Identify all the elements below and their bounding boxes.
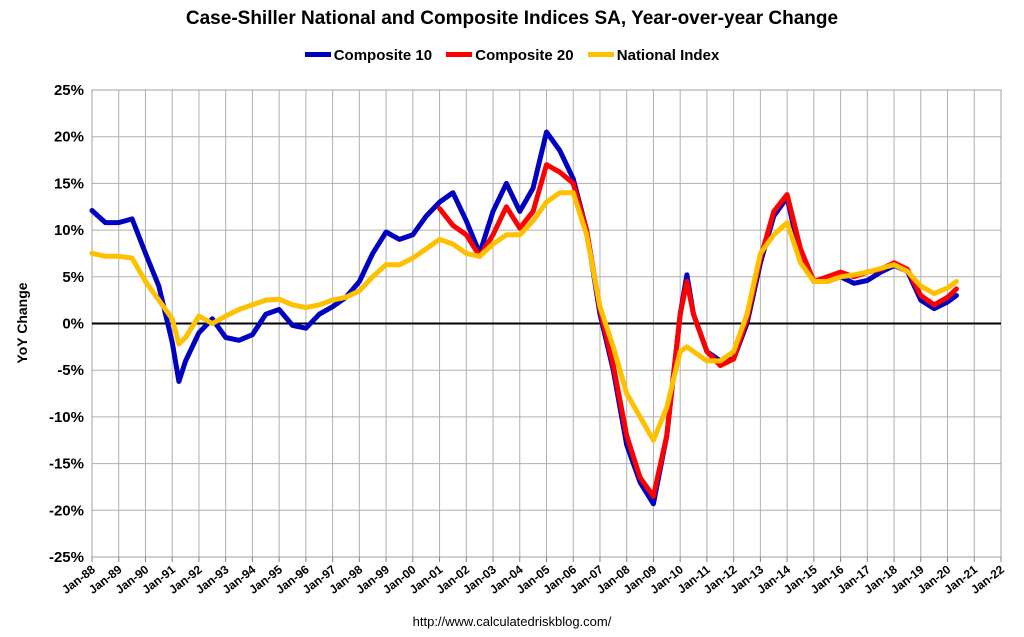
y-tick-label: 20% bbox=[54, 129, 84, 146]
legend-swatch-composite-20 bbox=[446, 51, 473, 57]
legend-item-composite-10: Composite 10 bbox=[304, 47, 433, 64]
legend-swatch-composite-10 bbox=[304, 51, 331, 57]
y-tick-label: -15% bbox=[49, 456, 84, 473]
y-tick-label: -10% bbox=[49, 409, 84, 426]
legend-label-composite-20: Composite 20 bbox=[475, 47, 574, 64]
series-lines bbox=[89, 129, 959, 507]
legend-label-composite-10: Composite 10 bbox=[333, 47, 433, 64]
series-line-composite-20 bbox=[437, 162, 959, 499]
y-tick-label: 25% bbox=[54, 82, 84, 99]
y-tick-label: -20% bbox=[49, 502, 84, 519]
legend: Composite 10 Composite 20 National Index bbox=[0, 47, 1024, 64]
y-tick-label: 5% bbox=[62, 269, 84, 286]
y-tick-label: -25% bbox=[49, 549, 84, 566]
legend-item-composite-20: Composite 20 bbox=[446, 47, 574, 64]
x-tick-labels: Jan-88Jan-89Jan-90Jan-91Jan-92Jan-93Jan-… bbox=[59, 562, 1007, 597]
legend-item-national-index: National Index bbox=[587, 47, 720, 64]
y-tick-label: 0% bbox=[62, 316, 84, 333]
y-tick-label: 15% bbox=[54, 175, 84, 192]
y-tick-label: 10% bbox=[54, 222, 84, 239]
chart-title: Case-Shiller National and Composite Indi… bbox=[185, 8, 839, 29]
legend-label-national-index: National Index bbox=[616, 47, 720, 64]
legend-swatch-national-index bbox=[587, 51, 614, 57]
y-tick-label: -5% bbox=[57, 362, 84, 379]
source-link[interactable]: http://www.calculatedriskblog.com/ bbox=[412, 614, 612, 629]
axes bbox=[91, 89, 1002, 562]
series-line-national-index bbox=[89, 190, 959, 443]
y-tick-labels: 25% 20% 15% 10% 5% 0% -5% -10% -15% -20% -25% bbox=[49, 82, 84, 566]
